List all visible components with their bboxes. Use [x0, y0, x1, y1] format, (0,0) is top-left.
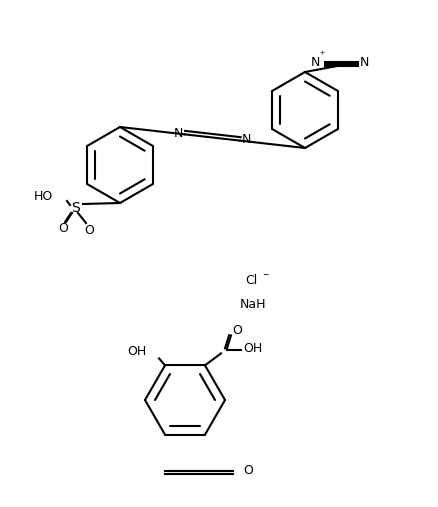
- Text: N: N: [359, 55, 368, 68]
- Text: N: N: [242, 133, 251, 146]
- Text: OH: OH: [127, 345, 147, 358]
- Text: HO: HO: [34, 190, 53, 202]
- Text: Cl: Cl: [244, 273, 257, 286]
- Text: OH: OH: [243, 342, 261, 355]
- Text: O: O: [231, 324, 241, 337]
- Text: O: O: [58, 222, 68, 235]
- Text: $^+$: $^+$: [317, 50, 325, 60]
- Text: N: N: [310, 56, 320, 69]
- Text: NaH: NaH: [240, 299, 266, 311]
- Text: N: N: [173, 127, 182, 140]
- Text: $^-$: $^-$: [261, 272, 270, 282]
- Text: O: O: [243, 463, 252, 477]
- Text: S: S: [71, 201, 79, 215]
- Text: O: O: [84, 224, 94, 236]
